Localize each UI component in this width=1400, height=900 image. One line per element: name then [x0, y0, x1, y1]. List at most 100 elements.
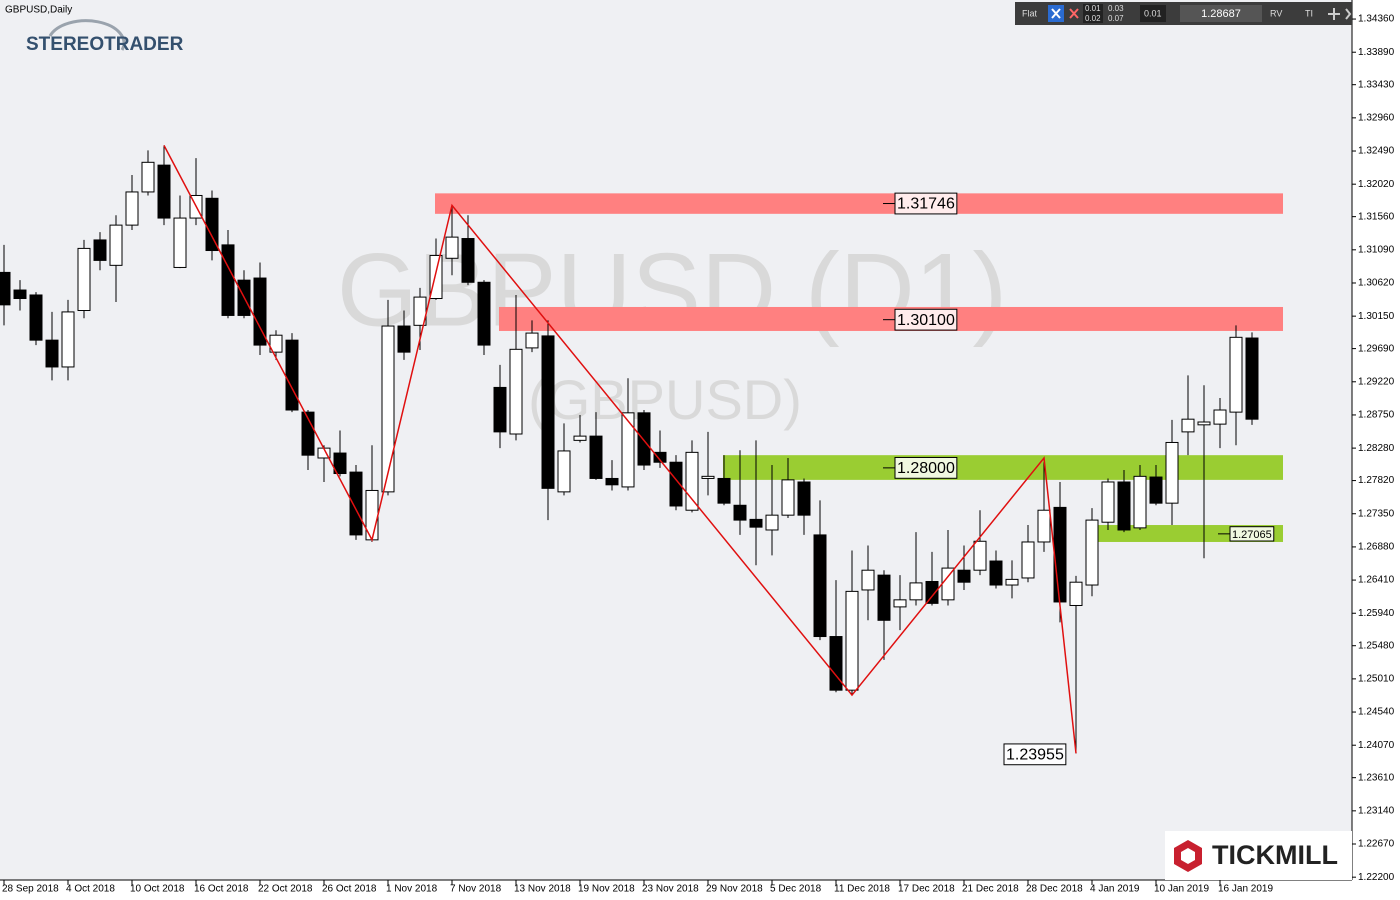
footer-logo: TICKMILL — [1165, 831, 1352, 880]
move-icon[interactable] — [1328, 8, 1340, 20]
x-tick-label: 19 Nov 2018 — [578, 884, 635, 895]
logo-hexagon-inner — [1181, 848, 1195, 864]
candle-body — [957, 569, 971, 583]
price-value: 1.28687 — [1201, 8, 1241, 20]
y-tick-label: 1.24540 — [1358, 707, 1395, 718]
ti-button[interactable]: TI — [1305, 8, 1313, 18]
candle-body — [765, 514, 779, 531]
zone — [435, 193, 1283, 214]
y-tick-label: 1.33430 — [1358, 79, 1395, 90]
zigzag-line — [163, 145, 1077, 754]
candle-body — [285, 339, 299, 411]
candle-body — [1053, 506, 1067, 603]
y-tick-label: 1.34360 — [1358, 14, 1395, 25]
candle-body — [461, 238, 475, 283]
candle-body — [797, 481, 811, 516]
y-tick-label: 1.22670 — [1358, 839, 1395, 850]
candle-body — [253, 277, 267, 346]
candle-body — [557, 450, 571, 493]
rv-button[interactable]: RV — [1270, 8, 1282, 18]
y-tick-label: 1.32490 — [1358, 146, 1395, 157]
candle-body — [1069, 581, 1083, 606]
y-tick-label: 1.33890 — [1358, 47, 1395, 58]
y-tick-label: 1.31090 — [1358, 244, 1395, 255]
candle-body — [29, 294, 43, 341]
axes: 1.34360 1.33890 1.33430 1.32960 1.32490 1.320… — [2, 14, 1395, 895]
arrow-icon[interactable] — [1345, 8, 1352, 20]
candle-body — [1117, 481, 1131, 531]
level-box — [894, 192, 958, 215]
candle-body — [1213, 409, 1227, 425]
logo-arc — [48, 19, 126, 51]
lot-input[interactable] — [1140, 5, 1166, 22]
candle-body — [1101, 481, 1115, 523]
candle-body — [173, 217, 187, 268]
y-tick-label: 1.23610 — [1358, 772, 1395, 783]
candle-body — [109, 224, 123, 266]
toolbar: Flat 0.01 0.03 0.02 0.07 0.01 1.28687 RV… — [1015, 2, 1352, 25]
candle-body — [397, 325, 411, 353]
candle-body — [653, 451, 667, 463]
candle-body — [941, 567, 955, 601]
lot-box — [1083, 4, 1103, 23]
watermark-sub: (GBPUSD) — [528, 368, 802, 431]
price-box — [1180, 5, 1262, 22]
x-tick-label: 4 Jan 2019 — [1090, 884, 1140, 895]
candle-body — [637, 412, 651, 466]
cancel-icon[interactable] — [1069, 8, 1079, 19]
x-tick-label: 17 Dec 2018 — [898, 884, 955, 895]
candle-body — [893, 599, 907, 608]
level-box — [894, 308, 958, 331]
y-tick-label: 1.25940 — [1358, 608, 1395, 619]
x-tick-label: 21 Dec 2018 — [962, 884, 1019, 895]
candle-body — [1085, 519, 1099, 586]
y-tick-label: 1.26410 — [1358, 575, 1395, 586]
candle-body — [77, 247, 91, 312]
mode-button[interactable]: Flat — [1022, 8, 1038, 18]
candle-body — [1037, 509, 1051, 543]
level-label: 1.27065 — [1232, 529, 1272, 541]
y-tick-label: 1.27350 — [1358, 508, 1395, 519]
candle-body — [141, 161, 155, 193]
x-tick-label: 1 Nov 2018 — [386, 884, 438, 895]
x-tick-label: 16 Jan 2019 — [1218, 884, 1273, 895]
candle-body — [125, 191, 139, 226]
candle-body — [701, 475, 715, 479]
y-tick-label: 1.23140 — [1358, 805, 1395, 816]
y-tick-label: 1.32960 — [1358, 112, 1395, 123]
y-tick-label: 1.22200 — [1358, 872, 1395, 883]
candle-body — [973, 540, 987, 571]
x-tick-label: 28 Dec 2018 — [1026, 884, 1083, 895]
y-tick-label: 1.27820 — [1358, 475, 1395, 486]
x-tick-label: 23 Nov 2018 — [642, 884, 699, 895]
x-tick-label: 7 Nov 2018 — [450, 884, 502, 895]
candle-body — [13, 289, 27, 300]
x-tick-label: 10 Oct 2018 — [130, 884, 185, 895]
lot-value: 0.03 — [1108, 4, 1124, 13]
x-tick-label: 10 Jan 2019 — [1154, 884, 1209, 895]
candle-body — [1197, 421, 1211, 426]
x-tick-label: 26 Oct 2018 — [322, 884, 377, 895]
y-tick-label: 1.28750 — [1358, 410, 1395, 421]
candle-body — [61, 311, 75, 368]
x-tick-label: 16 Oct 2018 — [194, 884, 249, 895]
footer-logo-text: TICKMILL — [1212, 840, 1338, 870]
candle-body — [685, 451, 699, 511]
y-tick-label: 1.29690 — [1358, 343, 1395, 354]
candle-body — [829, 636, 843, 691]
y-tick-label: 1.29220 — [1358, 376, 1395, 387]
candle-body — [93, 239, 107, 261]
candle-body — [877, 574, 891, 621]
candle-body — [45, 339, 59, 368]
candle-body — [717, 477, 731, 504]
candle-body — [381, 325, 395, 493]
candle-body — [1149, 476, 1163, 504]
x-tick-label: 28 Sep 2018 — [2, 884, 59, 895]
x-tick-label: 4 Oct 2018 — [66, 884, 115, 895]
candle-body — [525, 332, 539, 349]
zone — [499, 306, 1283, 331]
y-tick-label: 1.24070 — [1358, 740, 1395, 751]
lot-value: 0.02 — [1085, 14, 1101, 23]
x-tick-label: 22 Oct 2018 — [258, 884, 313, 895]
